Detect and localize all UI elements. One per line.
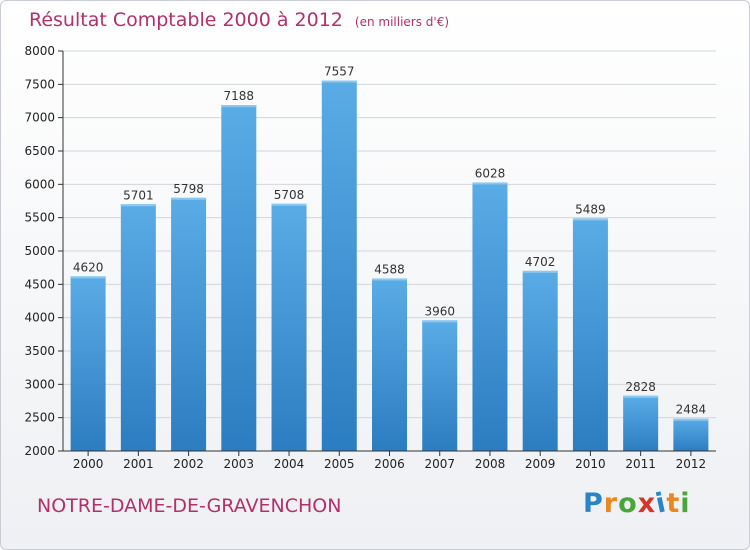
y-tick-label: 7500 xyxy=(24,77,55,91)
bar-2001 xyxy=(120,204,156,451)
bar-2007 xyxy=(422,320,458,451)
logo-letter: x xyxy=(637,488,657,519)
bar-2004 xyxy=(271,203,307,451)
x-tick-label: 2003 xyxy=(224,457,255,471)
y-tick-label: 2500 xyxy=(24,411,55,425)
y-tick-label: 6000 xyxy=(24,177,55,191)
bar-2009 xyxy=(522,270,558,451)
x-tick-label: 2007 xyxy=(424,457,455,471)
axes: 2000 2500 3000 3500 4000 4500 5000 5500 6000 6500… xyxy=(24,44,716,471)
bar-highlight xyxy=(522,270,558,273)
bar-highlight xyxy=(572,218,608,221)
x-tick-label: 2000 xyxy=(73,457,104,471)
bar-value-label: 4620 xyxy=(73,260,104,274)
bar-value-label: 2828 xyxy=(625,380,656,394)
bar-highlight xyxy=(673,418,709,421)
y-tick-label: 7000 xyxy=(24,111,55,125)
x-tick-label: 2006 xyxy=(374,457,405,471)
bar-value-label: 7188 xyxy=(224,89,255,103)
bar-highlight xyxy=(271,203,307,206)
bars xyxy=(70,80,709,452)
bar-highlight xyxy=(321,80,357,83)
bar-2003 xyxy=(221,105,257,451)
y-tick-label: 3500 xyxy=(24,344,55,358)
bar-highlight xyxy=(120,204,156,207)
bar-2002 xyxy=(171,197,207,451)
bar-highlight xyxy=(70,276,106,279)
y-tick-label: 4500 xyxy=(24,277,55,291)
bar-value-label: 4702 xyxy=(525,255,556,269)
chart-unit-note: (en milliers d'€) xyxy=(354,15,450,29)
bar-value-label: 4588 xyxy=(374,262,405,276)
bar-value-label: 3960 xyxy=(424,304,455,318)
bar-value-label: 5708 xyxy=(274,188,305,202)
y-tick-label: 3000 xyxy=(24,377,55,391)
x-tick-label: 2010 xyxy=(575,457,606,471)
bar-2010 xyxy=(572,218,608,451)
y-tick-label: 2000 xyxy=(24,444,55,458)
logo-letter: o xyxy=(618,488,638,519)
x-tick-label: 2008 xyxy=(475,457,506,471)
x-tick-label: 2001 xyxy=(123,457,154,471)
y-tick-label: 5000 xyxy=(24,244,55,258)
x-tick-label: 2002 xyxy=(173,457,204,471)
bar-highlight xyxy=(422,320,458,323)
bar-highlight xyxy=(472,182,508,185)
bar-highlight xyxy=(623,395,659,398)
bar-value-label: 7557 xyxy=(324,65,355,79)
y-tick-label: 8000 xyxy=(24,44,55,58)
logo-letter: i xyxy=(680,488,691,519)
bar-value-label: 5798 xyxy=(173,182,204,196)
logo-letter: t xyxy=(666,488,681,519)
bar-value-label: 6028 xyxy=(475,166,506,180)
bar-2005 xyxy=(321,80,357,452)
bar-value-label: 5489 xyxy=(575,202,606,216)
city-name: NOTRE-DAME-DE-GRAVENCHON xyxy=(37,495,342,517)
title-row: Résultat Comptable 2000 à 2012 (en milli… xyxy=(29,9,449,31)
bar-highlight xyxy=(372,278,407,281)
bar-2008 xyxy=(472,182,508,451)
bar-value-label: 2484 xyxy=(676,403,707,417)
bar-2006 xyxy=(372,278,407,451)
bar-2000 xyxy=(70,276,106,451)
y-tick-label: 5500 xyxy=(24,211,55,225)
y-tick-label: 6500 xyxy=(24,144,55,158)
bar-highlight xyxy=(171,197,207,200)
x-tick-label: 2004 xyxy=(274,457,305,471)
chart-title: Résultat Comptable 2000 à 2012 xyxy=(29,9,343,31)
bar-2012 xyxy=(673,418,709,451)
bar-value-label: 5701 xyxy=(123,188,154,202)
x-tick-label: 2012 xyxy=(676,457,707,471)
logo-letter: P xyxy=(583,488,604,519)
bar-highlight xyxy=(221,105,257,108)
bar-2011 xyxy=(623,395,659,451)
x-tick-label: 2011 xyxy=(625,457,656,471)
proxiti-logo[interactable]: Proxiti xyxy=(583,487,691,519)
x-tick-label: 2009 xyxy=(525,457,556,471)
bar-value-labels: 4620 5701 5798 7188 5708 7557 4588 3960 6028 4702… xyxy=(73,65,706,417)
x-tick-label: 2005 xyxy=(324,457,355,471)
y-tick-label: 4000 xyxy=(24,311,55,325)
logo-letter: r xyxy=(603,488,619,519)
